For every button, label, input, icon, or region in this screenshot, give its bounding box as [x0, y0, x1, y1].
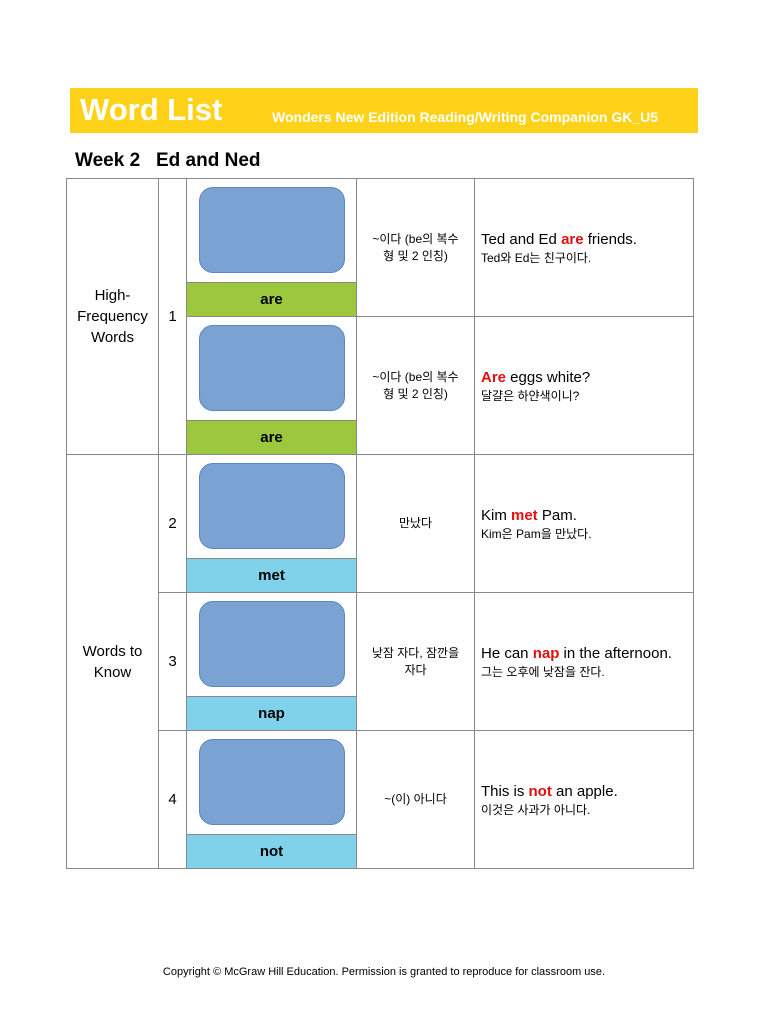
meaning-cell: 만났다 — [356, 454, 475, 593]
example: Kim met Pam. Kim은 Pam을 만났다. — [481, 505, 592, 543]
group-label: High-Frequency Words — [77, 287, 148, 346]
meaning: ~이다 (be의 복수형 및 2 인칭) — [372, 231, 459, 263]
sentence: Ted and Ed are friends. — [481, 229, 637, 250]
meaning: ~이다 (be의 복수형 및 2 인칭) — [372, 369, 459, 401]
sentence-before: This is — [481, 782, 529, 800]
sentence-before: Kim — [481, 506, 511, 524]
translation: 그는 오후에 낮잠을 잔다. — [481, 664, 605, 679]
sentence: Kim met Pam. — [481, 505, 592, 526]
number-cell: 3 — [158, 592, 187, 731]
sentence-after: an apple. — [551, 782, 618, 800]
sentence-before: He can — [481, 644, 533, 662]
sentence-cell: Kim met Pam. Kim은 Pam을 만났다. — [474, 454, 694, 593]
word: met — [187, 558, 356, 592]
translation: 달걀은 하얀색이니? — [481, 388, 580, 403]
sentence-after: eggs white? — [506, 368, 591, 386]
sentence-word: not — [528, 782, 552, 800]
meaning: ~(이) 아니다 — [384, 792, 447, 806]
sentence-word: met — [511, 506, 538, 524]
week-label: Week 2 — [75, 150, 141, 171]
picture — [199, 187, 345, 273]
sentence-cell: He can nap in the afternoon. 그는 오후에 낮잠을 잔… — [474, 592, 694, 731]
sentence-cell: Ted and Ed are friends. Ted와 Ed는 친구이다. — [474, 178, 694, 317]
banner — [70, 88, 698, 133]
picture — [199, 325, 345, 411]
picture — [199, 601, 345, 687]
number-cell: 1 — [158, 178, 187, 455]
picture — [199, 739, 345, 825]
sentence-word: Are — [481, 368, 507, 386]
number-cell: 4 — [158, 730, 187, 869]
number-cell: 2 — [158, 454, 187, 593]
sentence-cell: This is not an apple. 이것은 사과가 아니다. — [474, 730, 694, 869]
sentence: He can nap in the afternoon. — [481, 643, 672, 664]
translation: 이것은 사과가 아니다. — [481, 802, 591, 817]
week-title: Ed and Ned — [155, 150, 261, 171]
word: are — [187, 420, 356, 454]
picture — [199, 463, 345, 549]
meaning-cell: ~이다 (be의 복수형 및 2 인칭) — [356, 316, 475, 455]
sentence-word: nap — [532, 644, 560, 662]
meaning-cell: ~(이) 아니다 — [356, 730, 475, 869]
sentence: This is not an apple. — [481, 781, 618, 802]
meaning-cell: ~이다 (be의 복수형 및 2 인칭) — [356, 178, 475, 317]
sentence-after: in the afternoon. — [559, 644, 672, 662]
meaning: 만났다 — [398, 516, 433, 530]
sentence-before: Ted and Ed — [481, 230, 562, 248]
word: nap — [187, 696, 356, 730]
title: Word List — [80, 92, 223, 127]
week-heading: Week 2 Ed and Ned — [75, 150, 261, 172]
sentence: Are eggs white? — [481, 367, 590, 388]
example: He can nap in the afternoon. 그는 오후에 낮잠을 잔… — [481, 643, 672, 681]
group-label: Words to Know — [82, 642, 143, 681]
example: Ted and Ed are friends. Ted와 Ed는 친구이다. — [481, 229, 637, 267]
subtitle: Wonders New Edition Reading/Writing Comp… — [272, 109, 659, 125]
sentence-word: are — [561, 230, 584, 248]
meaning: 낮잠 자다, 잠깐을 자다 — [371, 645, 460, 677]
word: not — [187, 834, 356, 868]
example: Are eggs white? 달걀은 하얀색이니? — [481, 367, 590, 405]
sentence-after: Pam. — [537, 506, 577, 524]
sentence-after: friends. — [583, 230, 637, 248]
meaning-cell: 낮잠 자다, 잠깐을 자다 — [356, 592, 475, 731]
sentence-cell: Are eggs white? 달걀은 하얀색이니? — [474, 316, 694, 455]
group-cell: Words to Know — [66, 454, 159, 869]
translation: Ted와 Ed는 친구이다. — [481, 250, 592, 265]
word: are — [187, 282, 356, 316]
translation: Kim은 Pam을 만났다. — [481, 526, 592, 541]
example: This is not an apple. 이것은 사과가 아니다. — [481, 781, 618, 819]
footer: Copyright © McGraw Hill Education. Permi… — [162, 966, 606, 978]
group-cell: High-Frequency Words — [66, 178, 159, 455]
